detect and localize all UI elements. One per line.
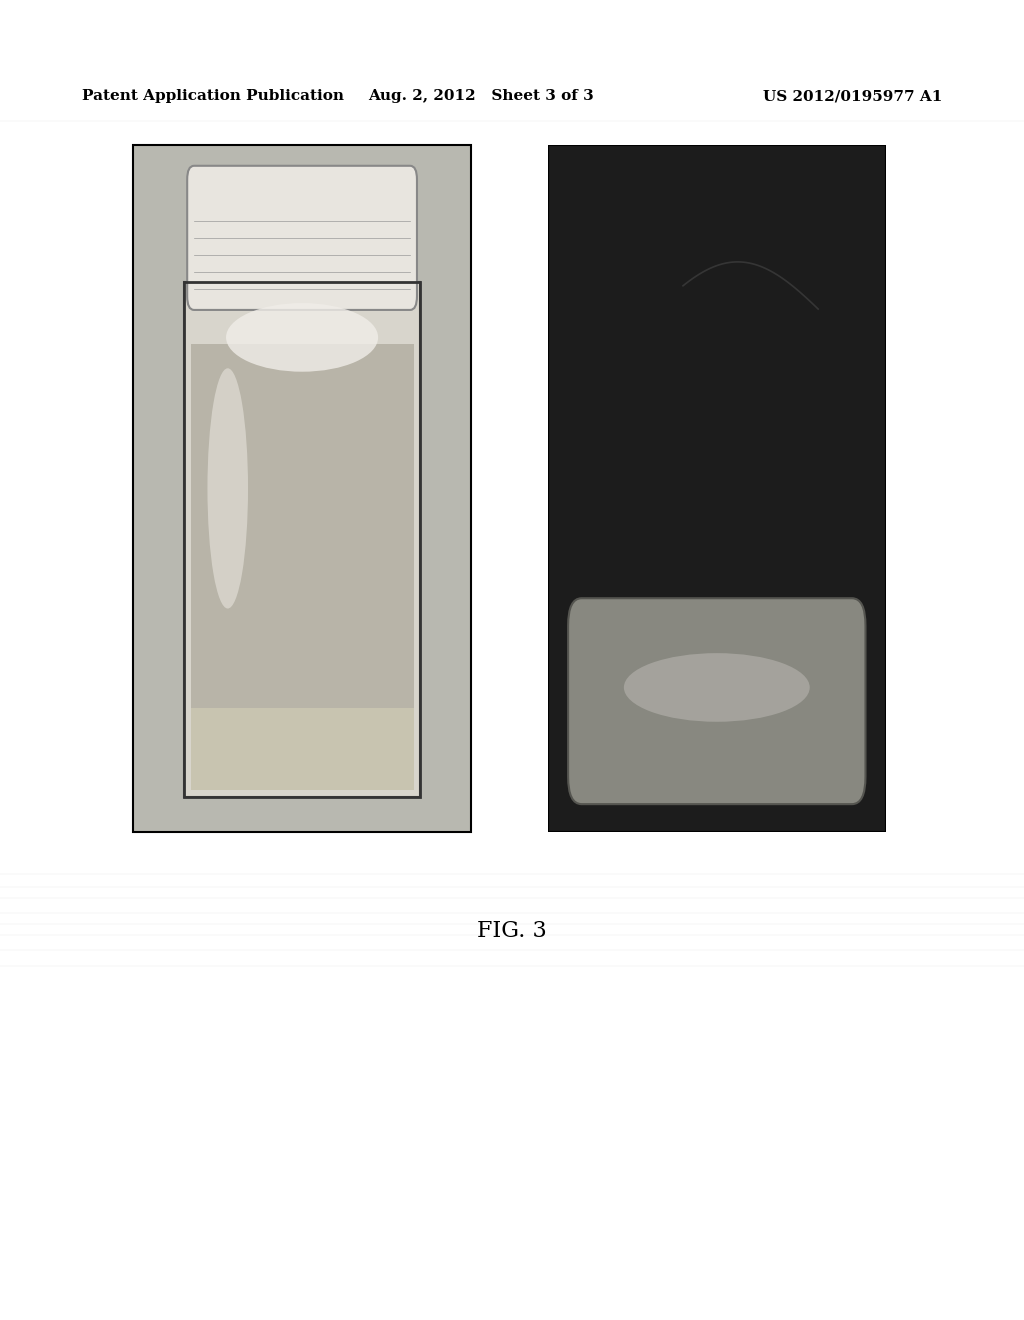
Ellipse shape — [208, 368, 248, 609]
Text: FIG. 3: FIG. 3 — [477, 920, 547, 941]
Text: Patent Application Publication: Patent Application Publication — [82, 90, 344, 103]
Ellipse shape — [226, 304, 378, 372]
FancyBboxPatch shape — [187, 166, 417, 310]
Bar — [190, 345, 414, 791]
Ellipse shape — [624, 653, 810, 722]
FancyBboxPatch shape — [568, 598, 865, 804]
Bar — [184, 282, 420, 797]
Bar — [184, 282, 420, 797]
Text: US 2012/0195977 A1: US 2012/0195977 A1 — [763, 90, 942, 103]
Text: Aug. 2, 2012   Sheet 3 of 3: Aug. 2, 2012 Sheet 3 of 3 — [369, 90, 594, 103]
Bar — [133, 145, 471, 832]
Bar — [190, 708, 414, 791]
